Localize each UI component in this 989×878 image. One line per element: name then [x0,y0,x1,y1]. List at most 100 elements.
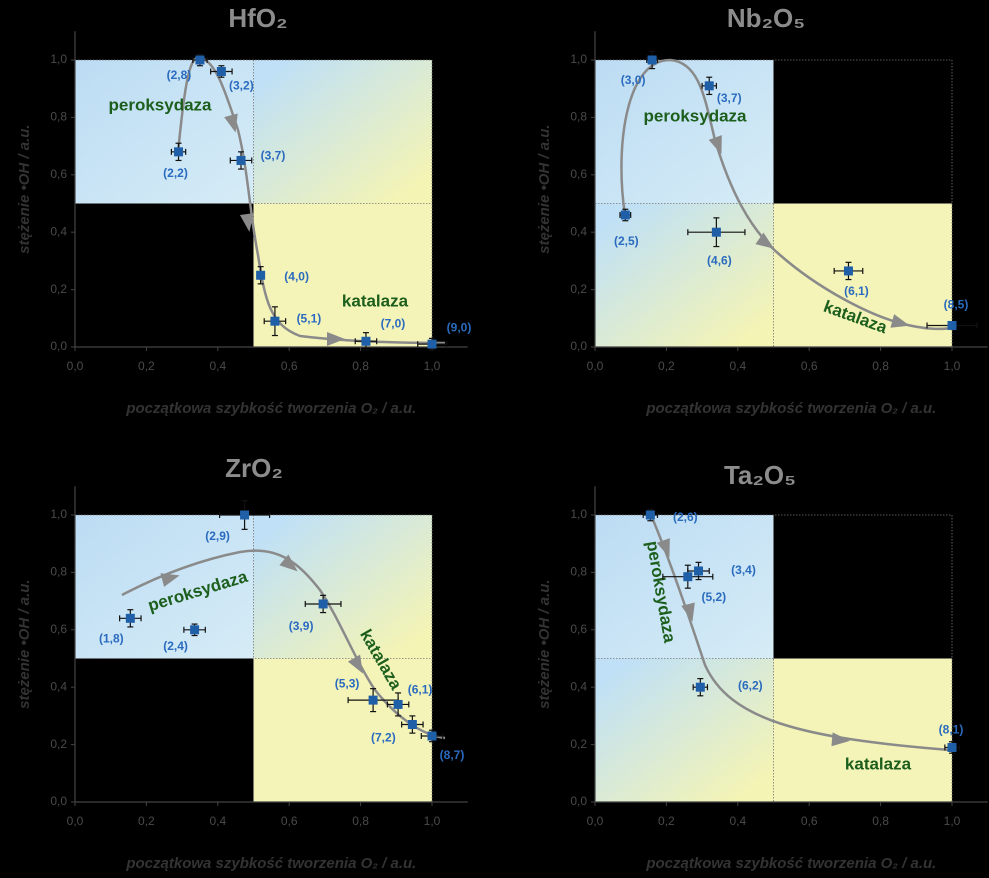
peroxidase-region [75,60,254,204]
data-point [407,720,417,730]
y-tick-label: 0,8 [570,110,587,124]
x-tick-label: 0,6 [801,814,818,828]
x-tick-label: 1,0 [944,814,961,828]
point-label: (2,5) [614,234,639,248]
data-point [240,510,250,520]
data-point [695,682,705,692]
region-label: katalaza [342,291,409,310]
trend-arrow [239,213,254,232]
data-point [256,270,266,280]
point-label: (3,4) [731,563,756,577]
y-tick-label: 0,2 [570,737,587,751]
chart-title: Ta₂O₅ [724,460,796,490]
x-tick-label: 0,4 [209,359,226,373]
data-point [125,613,135,623]
x-tick-label: 0,8 [872,814,889,828]
region-label: katalaza [845,754,912,773]
y-tick-label: 0,8 [570,565,587,579]
chart-title: Nb₂O₅ [727,3,805,33]
y-tick-label: 0,4 [50,679,67,693]
point-label: (6,1) [408,683,433,697]
x-tick-label: 1,0 [944,359,961,373]
y-axis-label: stężenie •OH / a.u. [536,124,553,253]
y-tick-label: 0,8 [50,565,67,579]
point-label: (4,6) [707,253,732,267]
x-tick-label: 0,8 [872,359,889,373]
y-tick-label: 1,0 [570,507,587,521]
point-label: (2,6) [673,510,698,524]
data-point [270,316,280,326]
data-point [843,266,853,276]
x-tick-label: 0,4 [209,814,226,828]
point-label: (2,2) [163,166,188,180]
point-label: (3,0) [621,73,646,87]
y-tick-label: 0,6 [50,622,67,636]
data-point [318,599,328,609]
y-tick-label: 0,2 [570,282,587,296]
trend-arrow [656,538,670,558]
y-axis-label: stężenie •OH / a.u. [536,579,553,708]
trend-curve [121,549,446,740]
trend-arrow [327,332,345,346]
peroxidase-region [75,515,254,659]
point-label: (5,1) [297,311,322,325]
point-label: (3,2) [229,79,254,93]
data-point [645,510,655,520]
y-tick-label: 0,4 [570,679,587,693]
x-tick-label: 1,0 [424,814,441,828]
y-tick-label: 0,0 [50,794,67,808]
transition-region [595,658,774,802]
x-tick-label: 1,0 [424,359,441,373]
catalase-region [253,203,432,347]
y-tick-label: 1,0 [570,52,587,66]
x-tick-label: 0,2 [138,359,155,373]
x-tick-label: 0,6 [281,814,298,828]
point-label: (3,9) [289,619,314,633]
data-point [368,695,378,705]
data-point [947,320,957,330]
x-tick-label: 0,6 [801,359,818,373]
data-point [694,566,704,576]
trend-arrow [681,602,695,622]
point-label: (7,0) [381,316,406,330]
chart-title: ZrO₂ [225,453,283,483]
point-label: (3,7) [261,149,286,163]
data-point [393,699,403,709]
y-axis-label: stężenie •OH / a.u. [16,124,33,253]
point-label: (2,4) [163,639,188,653]
y-tick-label: 0,2 [50,282,67,296]
trend-arrow [831,732,850,747]
data-point [195,55,205,65]
trend-arrow [708,135,722,155]
data-point [427,339,437,349]
point-label: (9,0) [447,320,472,334]
region-label: peroksydaza [644,106,748,125]
data-point [947,742,957,752]
point-label: (2,8) [167,68,192,82]
y-tick-label: 0,0 [50,339,67,353]
x-tick-label: 0,6 [281,359,298,373]
trend-arrow [347,654,363,674]
x-tick-label: 0,2 [658,814,675,828]
point-label: (8,1) [939,723,964,737]
trend-arrow [890,314,910,328]
x-tick-label: 0,0 [587,359,604,373]
point-label: (5,2) [701,590,726,604]
transition-region [253,60,432,204]
panel: 0,0 0,2 0,4 0,6 0,8 1,0 0,0 0,2 0,4 0,6 0,8 1,0 HfO₂… [16,3,471,417]
data-point [174,147,184,157]
point-label: (5,3) [335,676,360,690]
transition-region [253,515,432,659]
panel: 0,0 0,2 0,4 0,6 0,8 1,0 0,0 0,2 0,4 0,6 0,8 1,0 Ta₂O… [536,460,988,872]
x-tick-label: 0,2 [138,814,155,828]
y-tick-label: 0,6 [570,167,587,181]
y-axis-label: stężenie •OH / a.u. [16,579,33,708]
y-tick-label: 0,0 [570,339,587,353]
x-axis-label: początkowa szybkość tworzenia O₂ / a.u. [125,400,416,417]
trend-arrow [279,554,298,572]
point-label: (4,0) [284,269,309,283]
data-point [647,55,657,65]
x-tick-label: 0,8 [352,359,369,373]
x-tick-label: 0,4 [729,359,746,373]
